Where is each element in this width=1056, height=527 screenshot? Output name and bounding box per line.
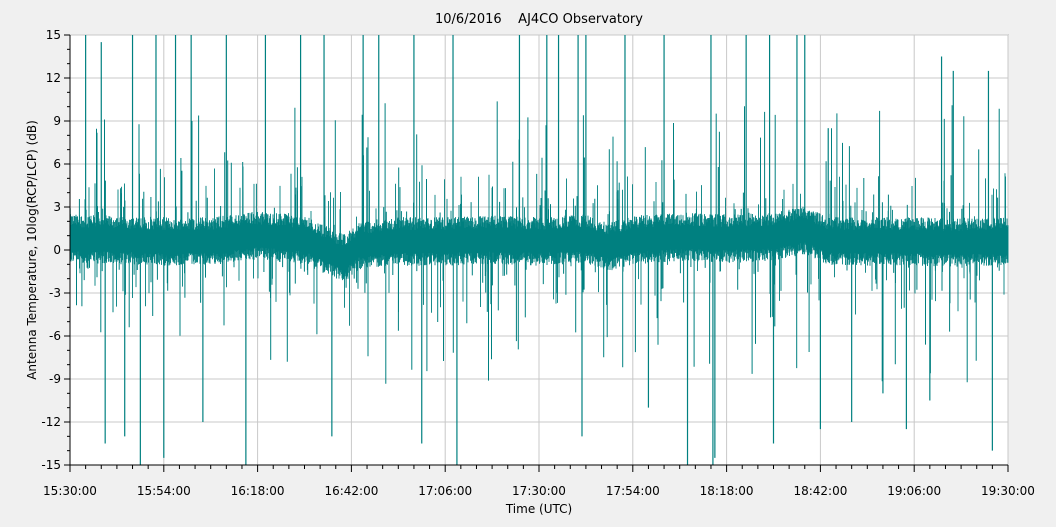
x-tick-label: 15:30:00 — [43, 484, 97, 498]
y-tick-label: 15 — [46, 28, 61, 42]
y-tick-label: -3 — [49, 286, 61, 300]
y-tick-label: -9 — [49, 372, 61, 386]
y-tick-labels: 15 12 9 6 3 0 -3 -6 -9 -12 -15 — [41, 28, 61, 472]
x-tick-label: 16:42:00 — [324, 484, 378, 498]
y-tick-label: 9 — [53, 114, 61, 128]
x-tick-label: 15:54:00 — [137, 484, 191, 498]
x-axis-label: Time (UTC) — [505, 502, 572, 516]
x-tick-label: 16:18:00 — [231, 484, 285, 498]
y-tick-label: -15 — [41, 458, 61, 472]
x-tick-label: 17:54:00 — [606, 484, 660, 498]
x-tick-label: 18:42:00 — [793, 484, 847, 498]
series-spikes — [85, 35, 993, 465]
x-tick-label: 19:30:00 — [981, 484, 1035, 498]
x-tick-label: 17:30:00 — [512, 484, 566, 498]
y-tick-label: 3 — [53, 200, 61, 214]
y-axis-label: Antenna Temperature, 10log(RCP/LCP) (dB) — [25, 120, 39, 380]
y-tick-label: -12 — [41, 415, 61, 429]
y-tick-label: 12 — [46, 71, 61, 85]
y-tick-label: 0 — [53, 243, 61, 257]
x-tick-label: 18:18:00 — [700, 484, 754, 498]
y-tick-label: -6 — [49, 329, 61, 343]
x-tick-labels: 15:30:00 15:54:00 16:18:00 16:42:00 17:06:00… — [43, 484, 1035, 498]
chart-title: 10/6/2016 AJ4CO Observatory — [435, 12, 643, 27]
axes — [64, 34, 1009, 472]
y-tick-label: 6 — [53, 157, 61, 171]
x-tick-label: 17:06:00 — [418, 484, 472, 498]
x-tick-label: 19:06:00 — [887, 484, 941, 498]
